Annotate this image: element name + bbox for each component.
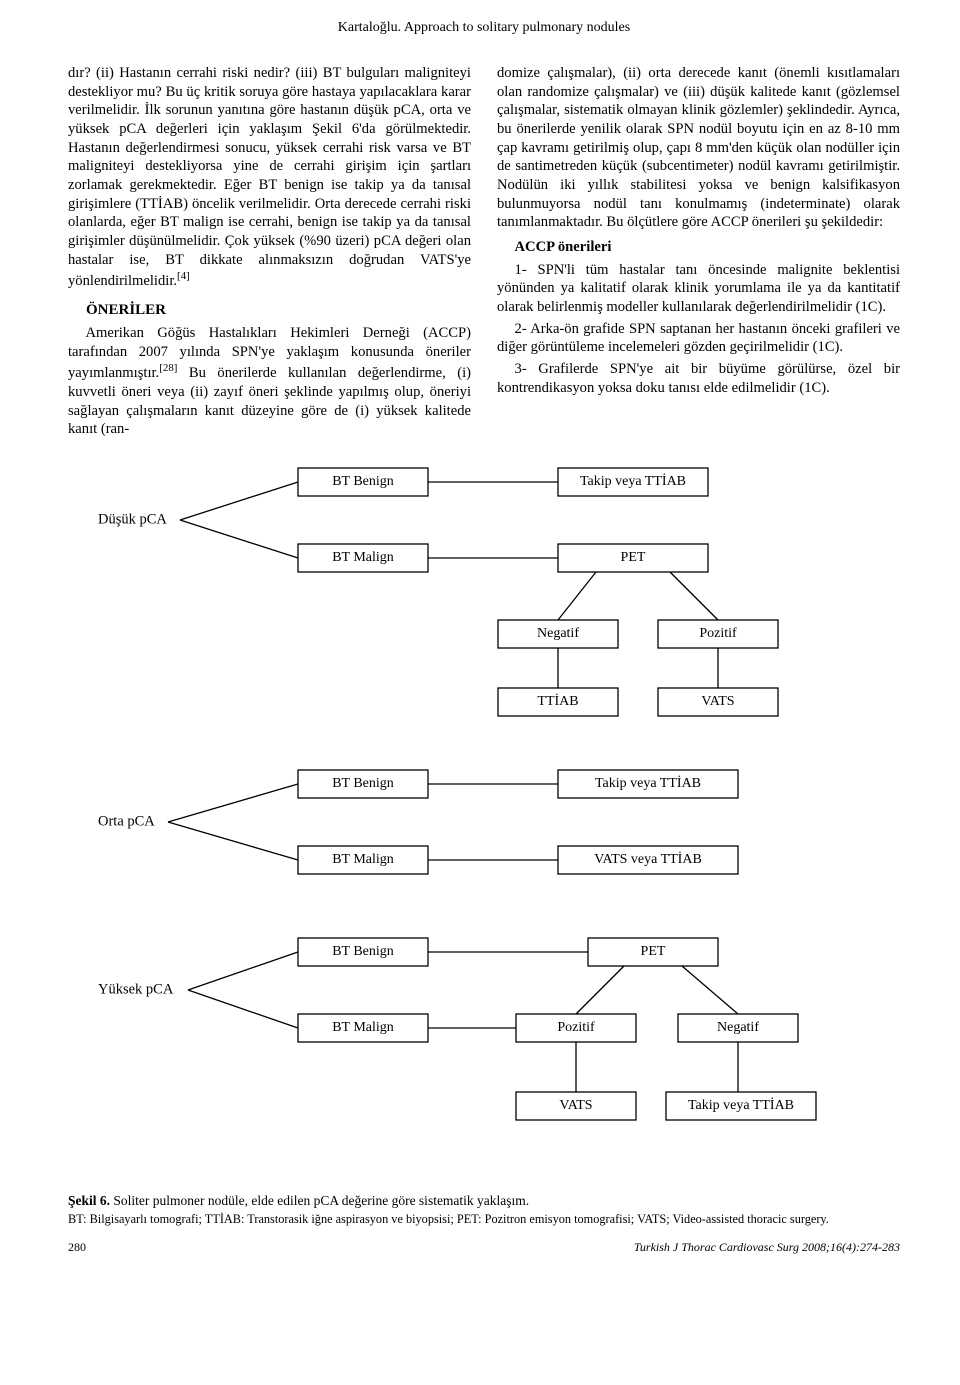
edge <box>180 482 298 520</box>
flowchart: Düşük pCA BT Benign Takip veya TTİAB BT … <box>68 462 900 1182</box>
right-p2: 1- SPN'li tüm hastalar tanı öncesinde ma… <box>497 261 900 317</box>
body-columns: dır? (ii) Hastanın cerrahi riski nedir? … <box>68 64 900 442</box>
text-negatif-1: Negatif <box>537 626 579 641</box>
text-takip-2: Takip veya TTİAB <box>595 775 701 791</box>
subhead-accp: ACCP önerileri <box>515 238 900 257</box>
text-bt-benign-3: BT Benign <box>332 944 394 959</box>
edge <box>188 990 298 1028</box>
edge <box>168 784 298 822</box>
journal-ref: Turkish J Thorac Cardiovasc Surg 2008;16… <box>634 1240 900 1255</box>
caption-main: Soliter pulmoner nodüle, elde edilen pCA… <box>110 1193 529 1208</box>
text-pet-2: PET <box>641 944 666 959</box>
text-bt-malign-2: BT Malign <box>332 852 394 867</box>
left-ref1: [4] <box>177 270 190 282</box>
left-column: dır? (ii) Hastanın cerrahi riski nedir? … <box>68 64 471 442</box>
edge <box>670 572 718 620</box>
figure-caption: Şekil 6. Soliter pulmoner nodüle, elde e… <box>68 1192 900 1228</box>
label-dusuk-pca: Düşük pCA <box>98 511 167 527</box>
text-bt-malign-3: BT Malign <box>332 1020 394 1035</box>
edge <box>682 966 738 1014</box>
left-ref2: [28] <box>159 362 177 374</box>
edge <box>576 966 624 1014</box>
left-p2: Amerikan Göğüs Hastalıkları Hekimleri De… <box>68 324 471 439</box>
left-p1: dır? (ii) Hastanın cerrahi riski nedir? … <box>68 64 471 291</box>
text-ttiab-1: TTİAB <box>537 693 578 709</box>
edge <box>558 572 596 620</box>
caption-title: Şekil 6. <box>68 1193 110 1208</box>
edge <box>168 822 298 860</box>
text-takip-1: Takip veya TTİAB <box>580 473 686 489</box>
caption-small: BT: Bilgisayarlı tomografi; TTİAB: Trans… <box>68 1212 829 1226</box>
text-negatif-2: Negatif <box>717 1020 759 1035</box>
edge <box>188 952 298 990</box>
text-bt-malign-1: BT Malign <box>332 550 394 565</box>
label-orta-pca: Orta pCA <box>98 813 155 829</box>
text-bt-benign-2: BT Benign <box>332 776 394 791</box>
text-pozitif-1: Pozitif <box>699 626 737 641</box>
edge <box>180 520 298 558</box>
right-p1: domize çalışmalar), (ii) orta derecede k… <box>497 64 900 232</box>
left-p1-text: dır? (ii) Hastanın cerrahi riski nedir? … <box>68 65 471 289</box>
right-p4: 3- Grafilerde SPN'ye ait bir büyüme görü… <box>497 360 900 397</box>
running-head: Kartaloğlu. Approach to solitary pulmona… <box>68 20 900 36</box>
right-p3: 2- Arka-ön grafide SPN saptanan her hast… <box>497 320 900 357</box>
text-vats-ttiab: VATS veya TTİAB <box>594 851 702 867</box>
page: Kartaloğlu. Approach to solitary pulmona… <box>0 0 960 1273</box>
right-column: domize çalışmalar), (ii) orta derecede k… <box>497 64 900 442</box>
text-pozitif-2: Pozitif <box>557 1020 595 1035</box>
page-number: 280 <box>68 1240 86 1255</box>
page-footer: 280 Turkish J Thorac Cardiovasc Surg 200… <box>68 1240 900 1255</box>
flowchart-svg: Düşük pCA BT Benign Takip veya TTİAB BT … <box>68 462 900 1182</box>
text-vats-1: VATS <box>701 694 734 709</box>
text-takip-3: Takip veya TTİAB <box>688 1097 794 1113</box>
label-yuksek-pca: Yüksek pCA <box>98 981 174 997</box>
text-vats-2: VATS <box>559 1098 592 1113</box>
text-bt-benign-1: BT Benign <box>332 474 394 489</box>
text-pet-1: PET <box>621 550 646 565</box>
section-oneriler: ÖNERİLER <box>86 301 471 320</box>
